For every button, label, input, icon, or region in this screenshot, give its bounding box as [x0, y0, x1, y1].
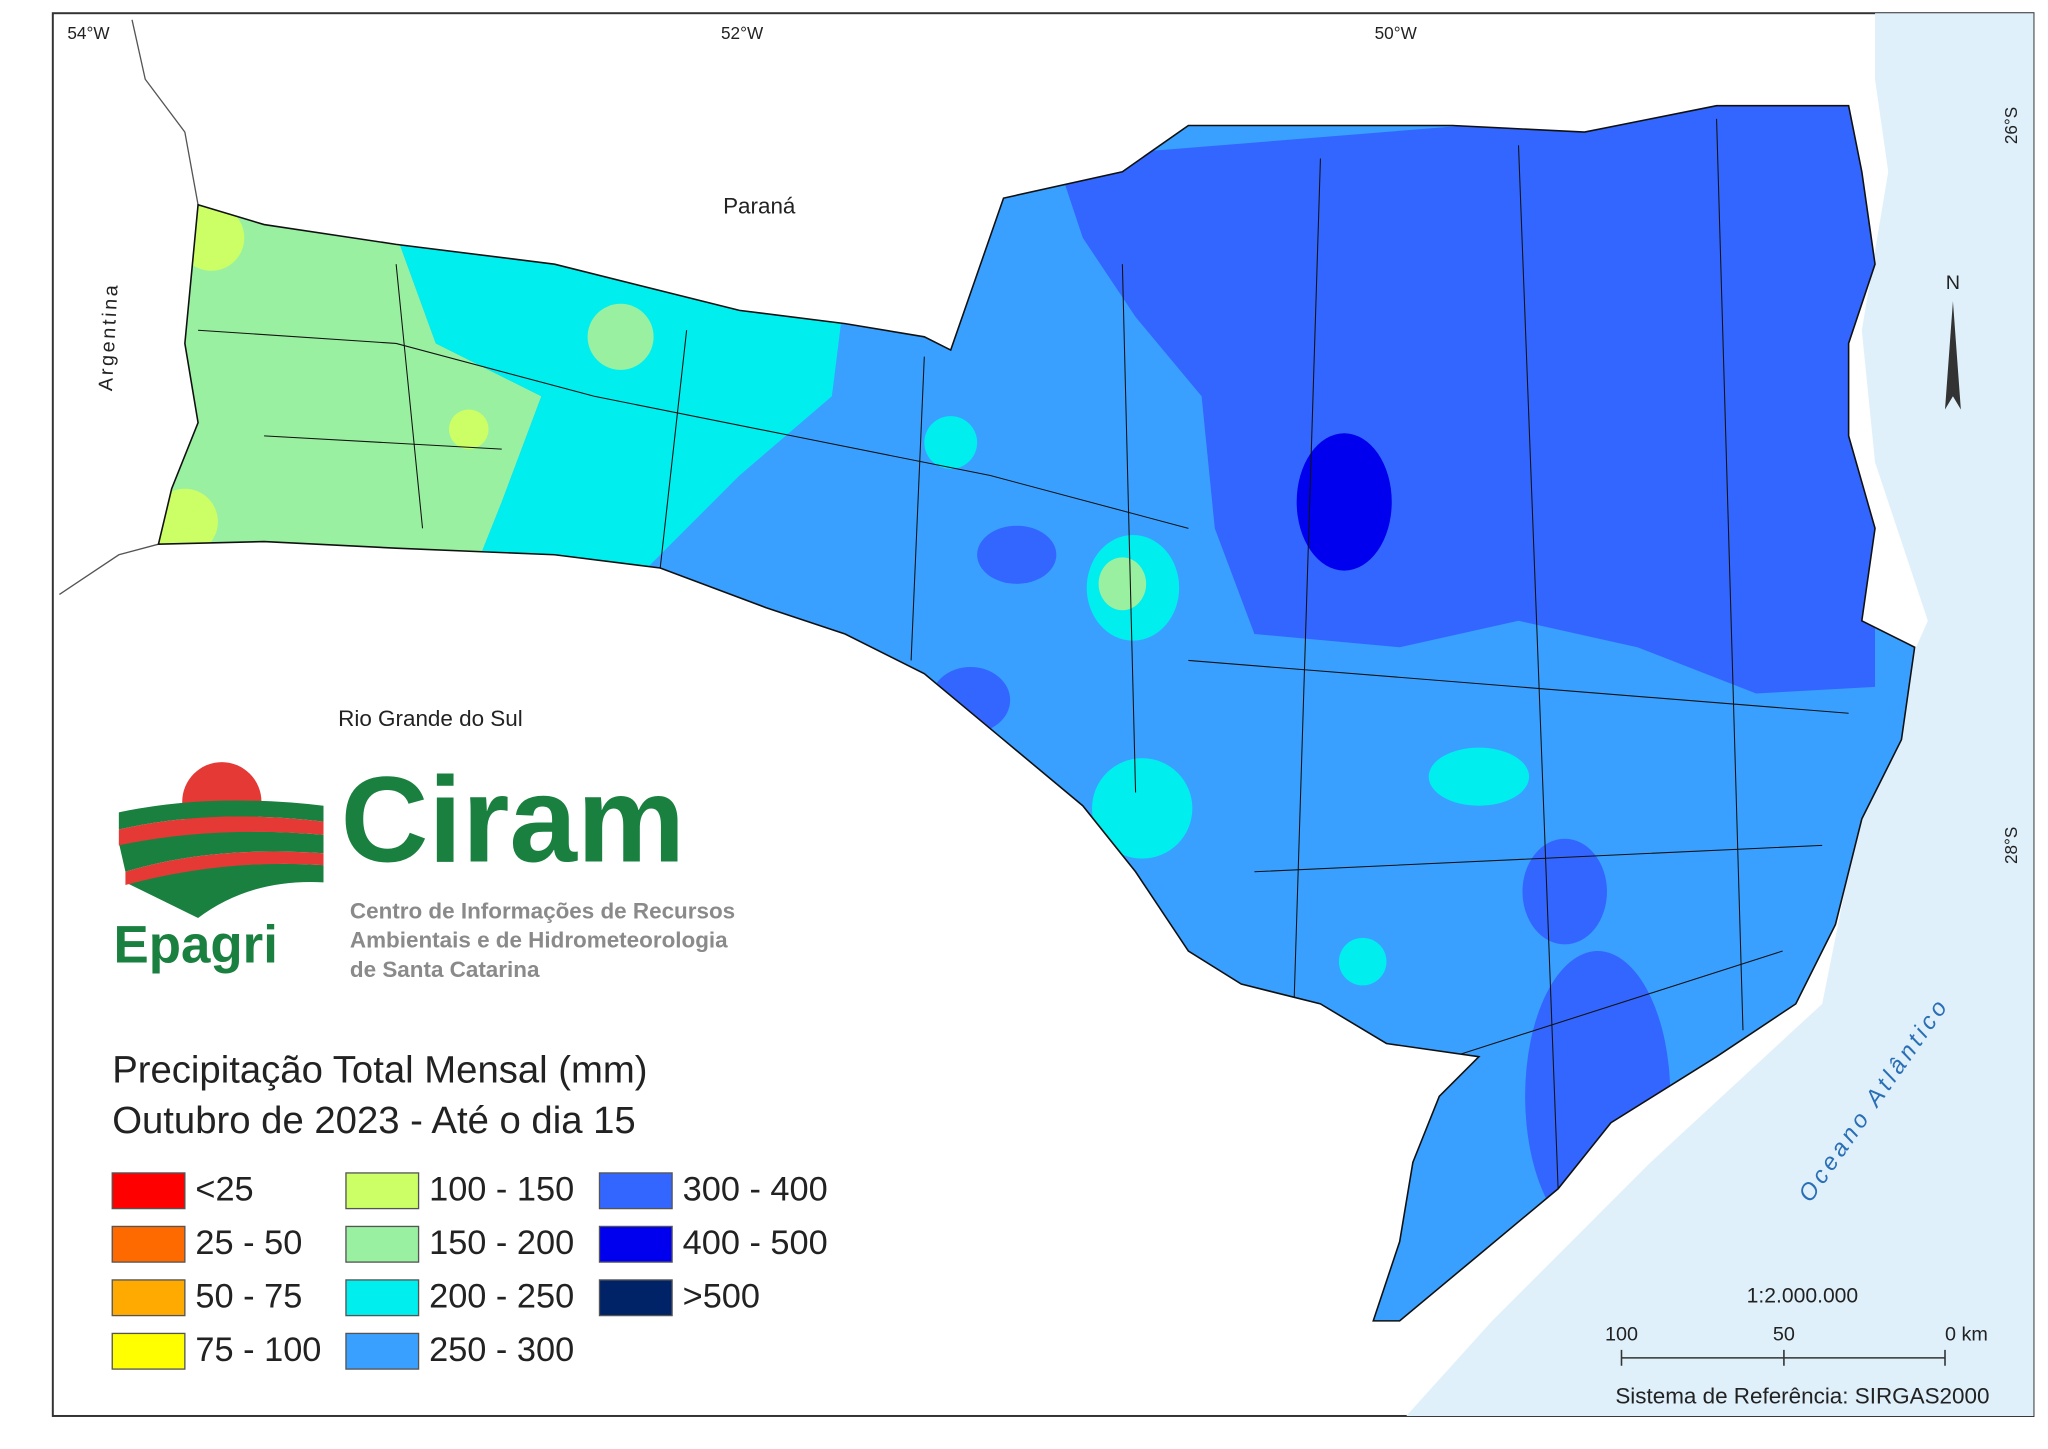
zone [158, 184, 542, 568]
zone [1522, 838, 1607, 945]
logo-stripes [118, 816, 324, 885]
legend-label: 75 - 100 [195, 1331, 321, 1369]
scale-tick-label: 100 [1605, 1324, 1638, 1346]
legend-swatch [111, 1225, 186, 1263]
legend-label: <25 [195, 1170, 253, 1208]
legend-label: 400 - 500 [683, 1224, 828, 1262]
legend-swatch [111, 1172, 186, 1210]
latitude-label: 28°S [2001, 827, 2021, 864]
zone [1428, 747, 1530, 806]
zone [1338, 937, 1387, 986]
logo-line: Centro de Informações de Recursos [350, 899, 735, 924]
longitude-label: 50°W [1375, 23, 1418, 43]
logo-line: Ambientais e de Hidrometeorologia [350, 928, 728, 953]
zone [924, 416, 978, 469]
logo-org: Epagri [114, 915, 278, 974]
zone [448, 409, 489, 450]
municipal-boundaries [198, 118, 1849, 1189]
place-label: Rio Grande do Sul [338, 706, 523, 731]
place-label: Paraná [723, 193, 796, 218]
latitude-label: 26°S [2001, 107, 2021, 144]
map-title: Precipitação Total Mensal (mm) [112, 1049, 647, 1092]
ocean [1406, 13, 2034, 1416]
logo-stripes [118, 800, 324, 919]
north-label: N [1946, 272, 1960, 294]
legend-swatch [111, 1279, 186, 1317]
legend-label: 150 - 200 [429, 1224, 574, 1262]
legend-label: 100 - 150 [429, 1170, 574, 1208]
north-arrow [1945, 301, 1961, 410]
longitude-label: 52°W [721, 23, 764, 43]
map-title: Outubro de 2023 - Até o dia 15 [112, 1099, 635, 1142]
logo-line: de Santa Catarina [350, 957, 540, 982]
legend: <25 25 - 50 50 - 75 75 - 100 100 - 150 150 - … [111, 1170, 828, 1370]
legend-label: 300 - 400 [683, 1170, 828, 1208]
border-line [59, 19, 199, 595]
legend-label: 250 - 300 [429, 1331, 574, 1369]
zone [1092, 758, 1193, 859]
zone [1098, 557, 1147, 611]
legend-label: >500 [683, 1277, 760, 1315]
scale-bar [1620, 1349, 1946, 1366]
scale-ratio: 1:2.000.000 [1747, 1285, 1859, 1308]
zone [1056, 105, 1876, 694]
legend-swatch [345, 1279, 420, 1317]
zone [587, 303, 654, 370]
legend-label: 200 - 250 [429, 1277, 574, 1315]
legend-label: 50 - 75 [195, 1277, 302, 1315]
scale-tick-label: 0 km [1945, 1324, 1988, 1346]
legend-swatch [111, 1332, 186, 1370]
legend-swatch [345, 1225, 420, 1263]
legend-label: 25 - 50 [195, 1224, 302, 1262]
reference-system: Sistema de Referência: SIRGAS2000 [1615, 1383, 1989, 1408]
longitude-label: 54°W [67, 23, 110, 43]
logo-name: Ciram [341, 752, 685, 888]
legend-swatch [345, 1332, 420, 1370]
scale-tick-label: 50 [1773, 1324, 1795, 1346]
legend-swatch [345, 1172, 420, 1210]
zone [977, 525, 1057, 584]
legend-swatch [598, 1172, 673, 1210]
zone [1296, 433, 1392, 571]
legend-swatch [598, 1225, 673, 1263]
legend-swatch [598, 1279, 673, 1317]
